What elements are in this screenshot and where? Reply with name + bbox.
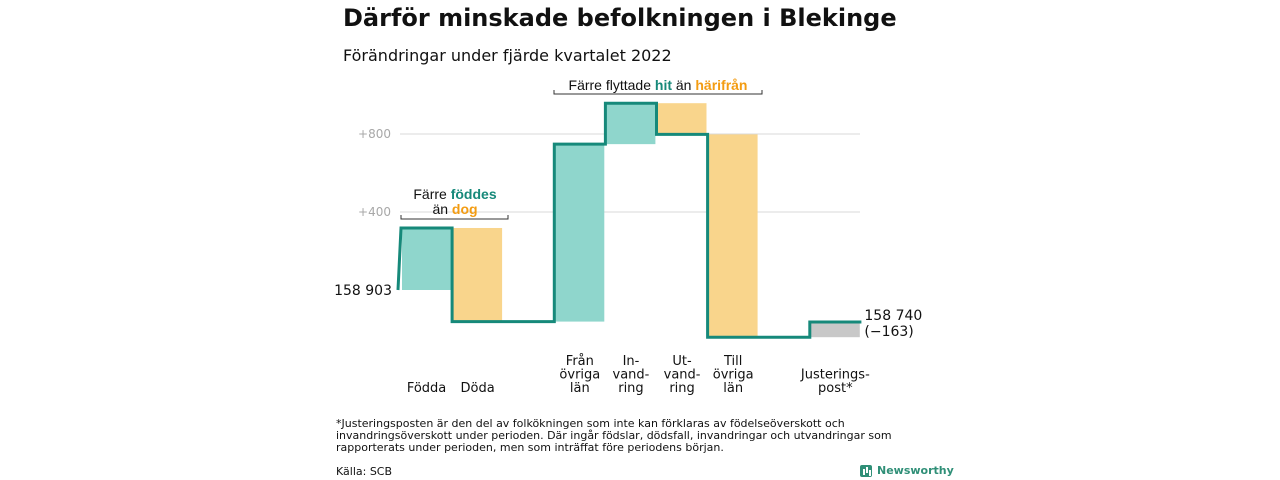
annotation-births-line1: Färre föddes <box>413 186 496 202</box>
category-label: ring <box>669 381 694 396</box>
waterfall-bar <box>402 227 451 290</box>
newsworthy-logo-icon <box>860 464 872 477</box>
annotation-births-line2: än dog <box>432 201 477 217</box>
chart-title: Därför minskade befolkningen i Blekinge <box>343 4 897 32</box>
chart-subtitle: Förändringar under fjärde kvartalet 2022 <box>343 46 672 65</box>
category-label: ring <box>618 381 643 396</box>
category-label: Justerings- <box>800 368 870 383</box>
annotation-migration-part: än <box>672 77 695 93</box>
category-label: län <box>723 381 743 396</box>
annotation-births-line2-part: dog <box>452 201 478 217</box>
waterfall-bar <box>606 103 656 145</box>
waterfall-bar <box>810 321 860 338</box>
cumulative-step-line <box>396 101 862 339</box>
y-tick-label: +800 <box>358 127 391 141</box>
category-label: län <box>570 381 590 396</box>
category-label: In- <box>623 354 640 369</box>
category-label: Från <box>566 354 594 369</box>
annotation-births-line1-part: föddes <box>451 186 497 202</box>
step-line-layer <box>396 101 862 339</box>
annotation-migration-part: Färre flyttade <box>569 77 655 93</box>
end-value-label: 158 740 <box>864 308 922 324</box>
category-label: övriga <box>559 368 600 383</box>
waterfall-bar <box>708 134 758 338</box>
start-value-label: 158 903 <box>334 283 392 299</box>
category-label: Födda <box>407 381 446 396</box>
brand-logo: Newsworthy <box>860 464 954 477</box>
annotation-births-line2-part: än <box>432 201 451 217</box>
category-label: Ut- <box>672 354 692 369</box>
category-label: vand- <box>613 368 650 383</box>
end-change-label: (−163) <box>864 324 913 340</box>
category-label: övriga <box>713 368 754 383</box>
category-label: Döda <box>461 381 495 396</box>
annotation-births-bracket <box>400 215 509 220</box>
annotation-migration-part: härifrån <box>695 77 747 93</box>
source-label: Källa: SCB <box>336 465 393 478</box>
waterfall-bar <box>453 227 503 322</box>
waterfall-bar <box>555 144 605 322</box>
bar-layer <box>402 103 860 338</box>
waterfall-chart: +400+800 Födda DödaFrånövrigalänIn-vand-r… <box>334 77 922 396</box>
label-layer: Födda DödaFrånövrigalänIn-vand-ringUt-van… <box>334 283 922 396</box>
footnote: *Justeringsposten är den del av folkökni… <box>336 417 892 454</box>
annotation-migration: Färre flyttade hit än härifrån <box>569 77 748 93</box>
annotation-births-line1-part: Färre <box>413 186 450 202</box>
brand-name: Newsworthy <box>877 464 954 477</box>
y-tick-label: +400 <box>358 205 391 219</box>
category-label: Till <box>723 354 742 369</box>
category-label: vand- <box>664 368 701 383</box>
annotation-migration-part: hit <box>655 77 672 93</box>
annotation-migration-bracket <box>553 90 763 95</box>
category-label: post* <box>818 381 853 396</box>
waterfall-bar <box>657 103 707 135</box>
